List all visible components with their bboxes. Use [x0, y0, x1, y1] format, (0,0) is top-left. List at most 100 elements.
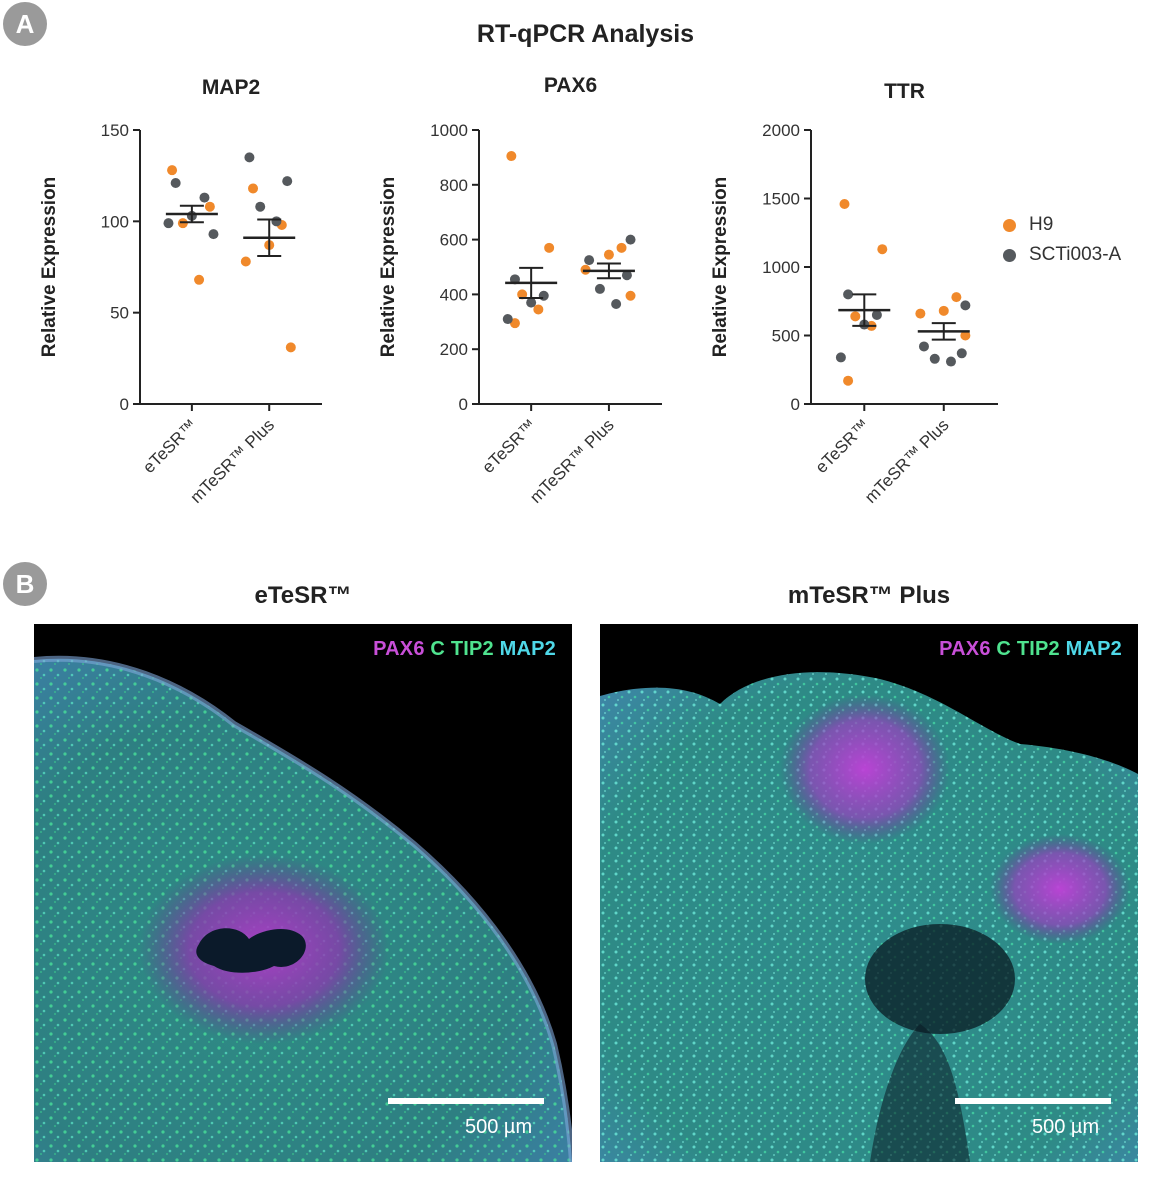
data-point: [208, 229, 219, 240]
legend-label-scti003a: SCTi003-A: [1029, 244, 1122, 265]
data-point: [170, 177, 181, 188]
scale-label-mtesr-plus: 500 µm: [1032, 1116, 1100, 1138]
data-point: [502, 314, 513, 325]
data-point: [271, 216, 282, 227]
data-point: [255, 201, 266, 212]
y-tick-label: 200: [440, 340, 468, 359]
data-point: [835, 352, 846, 363]
data-point: [616, 242, 627, 253]
micrograph-etesr-image: [34, 624, 572, 1162]
data-point: [517, 289, 528, 300]
data-point: [248, 183, 259, 194]
legend-marker-h9: [1003, 218, 1016, 232]
x-tick-label: eTeSR™: [812, 415, 874, 477]
x-tick-label: eTeSR™: [478, 415, 540, 477]
data-point: [871, 309, 882, 320]
data-point: [915, 308, 926, 319]
y-tick-label: 600: [440, 231, 468, 250]
scale-bar-mtesr-plus: [955, 1098, 1111, 1104]
legend-item-h9: H9: [1003, 210, 1121, 240]
stain-legend-etesr: PAX6 C TIP2 MAP2: [373, 638, 556, 661]
y-axis-label: Relative Expression: [39, 177, 60, 358]
stain-ctip2: C TIP2: [430, 638, 494, 660]
x-tick-label: mTeSR™ Plus: [526, 415, 618, 507]
y-tick-label: 1500: [762, 190, 800, 209]
chart-legend: H9 SCTi003-A: [1003, 210, 1121, 270]
chart-title: TTR: [884, 80, 925, 103]
image-title-mtesr-plus: mTeSR™ Plus: [787, 582, 951, 609]
chart-ttr: TTR 0 500 1000 1500 2000 Relative Expression eT…: [710, 80, 998, 507]
y-tick-label: 800: [440, 176, 468, 195]
data-point: [850, 311, 861, 322]
data-point: [526, 297, 537, 308]
data-point: [163, 218, 174, 229]
micrograph-mtesr-plus: PAX6 C TIP2 MAP2 500 µm: [600, 624, 1138, 1162]
micrograph-mtesr-plus-image: [600, 624, 1138, 1162]
micrograph-etesr: PAX6 C TIP2 MAP2 500 µm: [34, 624, 572, 1162]
scale-label-etesr: 500 µm: [465, 1116, 533, 1138]
legend-marker-scti003a: [1003, 248, 1016, 262]
data-point: [621, 270, 632, 281]
panel-b-badge: B: [3, 562, 47, 606]
y-tick-label: 2000: [762, 121, 800, 140]
y-tick-label: 0: [120, 395, 129, 414]
data-point: [938, 305, 949, 316]
data-point: [843, 289, 854, 300]
legend-item-scti003a: SCTi003-A: [1003, 240, 1121, 270]
image-title-etesr: eTeSR™: [254, 582, 352, 609]
data-point: [951, 292, 962, 303]
y-tick-label: 1000: [430, 121, 468, 140]
data-point: [506, 151, 517, 162]
data-point: [625, 290, 636, 301]
legend-label-h9: H9: [1029, 214, 1054, 235]
data-point: [960, 300, 971, 311]
data-point: [204, 201, 215, 212]
y-axis-label: Relative Expression: [378, 177, 399, 358]
scale-bar-etesr: [388, 1098, 544, 1104]
stain-legend-mtesr-plus: PAX6 C TIP2 MAP2: [939, 638, 1122, 661]
data-point: [199, 192, 210, 203]
data-point: [594, 283, 605, 294]
x-tick-label: eTeSR™: [139, 415, 201, 477]
data-point: [167, 165, 178, 176]
stain-pax6: PAX6: [373, 638, 425, 660]
data-point: [240, 256, 251, 267]
data-point: [584, 255, 595, 266]
stain-map2: MAP2: [499, 638, 556, 660]
data-point: [244, 152, 255, 163]
chart-main-title: RT-qPCR Analysis: [476, 20, 695, 48]
data-point: [603, 249, 614, 260]
data-point: [285, 342, 296, 353]
y-tick-label: 1000: [762, 258, 800, 277]
data-point: [843, 375, 854, 386]
data-point: [918, 341, 929, 352]
y-tick-label: 400: [440, 285, 468, 304]
y-tick-label: 0: [791, 395, 800, 414]
y-tick-label: 500: [772, 327, 800, 346]
y-axis-label: Relative Expression: [710, 177, 731, 358]
y-tick-label: 0: [459, 395, 468, 414]
data-point: [877, 244, 888, 255]
data-point: [625, 234, 636, 245]
data-point: [282, 176, 293, 187]
x-tick-label: mTeSR™ Plus: [861, 415, 953, 507]
y-tick-label: 150: [101, 121, 129, 140]
stain-ctip2: C TIP2: [996, 638, 1060, 660]
stain-map2: MAP2: [1065, 638, 1122, 660]
y-tick-label: 100: [101, 212, 129, 231]
data-point: [960, 330, 971, 341]
data-point: [956, 348, 967, 359]
data-point: [538, 290, 549, 301]
data-point: [544, 242, 555, 253]
panel-a-badge: A: [3, 2, 47, 46]
data-point: [611, 298, 622, 309]
y-tick-label: 50: [110, 304, 129, 323]
chart-title: PAX6: [544, 74, 597, 97]
stain-pax6: PAX6: [939, 638, 991, 660]
data-point: [945, 356, 956, 367]
data-point: [533, 304, 544, 315]
chart-pax6: PAX6 0 200 400 600 800 1000 Relative Expression…: [378, 74, 662, 507]
chart-title: MAP2: [202, 76, 260, 99]
